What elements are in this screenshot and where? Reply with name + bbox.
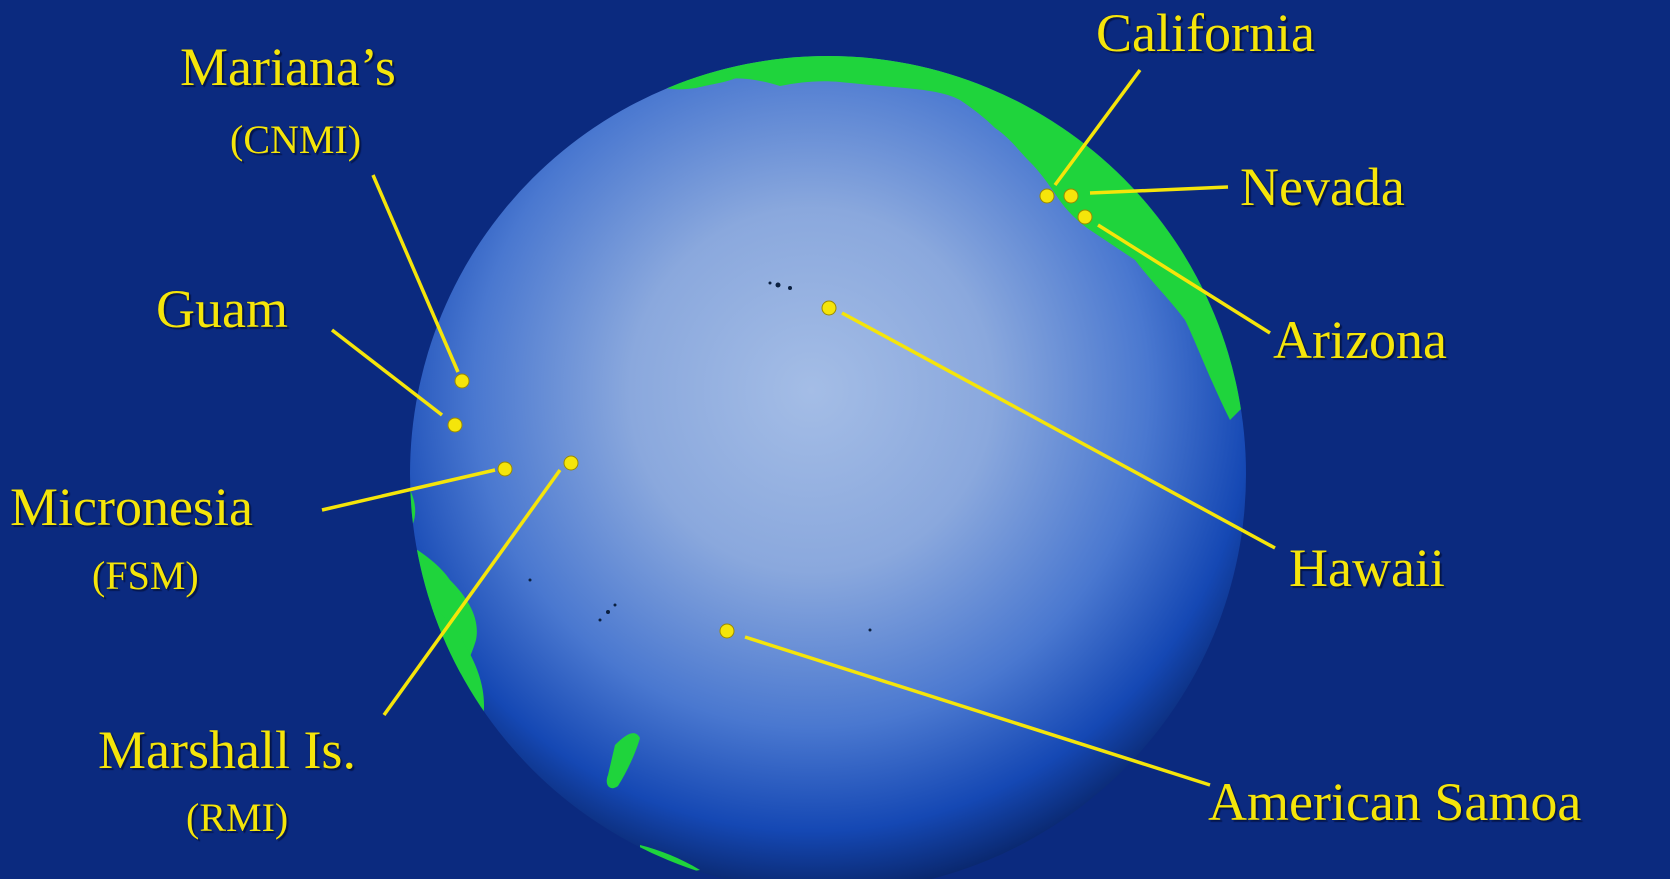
hawaii-dot	[821, 300, 837, 316]
leader-lines	[321, 68, 1276, 787]
location-dots	[447, 188, 1093, 639]
label-cnmi: (CNMI)	[230, 117, 362, 162]
micronesia-leader	[321, 468, 496, 512]
small-islands	[528, 281, 872, 632]
label-marshall: Marshall Is.	[98, 720, 356, 780]
nevada-dot	[1063, 188, 1079, 204]
label-hawaii: Hawaii	[1289, 538, 1445, 598]
american-samoa-dot	[719, 623, 735, 639]
label-fsm: (FSM)	[92, 553, 199, 598]
label-american-samoa: American Samoa	[1208, 772, 1582, 832]
arizona-dot	[1077, 209, 1093, 225]
label-guam: Guam	[156, 279, 288, 339]
arizona-leader	[1097, 223, 1271, 335]
marianas-leader	[371, 174, 460, 373]
hawaii-leader	[841, 311, 1276, 550]
label-california: California	[1096, 3, 1315, 63]
california-dot	[1039, 188, 1055, 204]
marshall-dot	[563, 455, 579, 471]
california-leader	[1053, 68, 1142, 187]
label-marianas: Mariana’s	[180, 37, 396, 97]
marianas-dot	[454, 373, 470, 389]
label-rmi: (RMI)	[186, 795, 289, 840]
label-micronesia: Micronesia	[10, 477, 253, 537]
guam-dot	[447, 417, 463, 433]
american-samoa-leader	[744, 635, 1211, 787]
micronesia-dot	[497, 461, 513, 477]
nevada-leader	[1089, 185, 1229, 195]
label-nevada: Nevada	[1240, 157, 1405, 217]
marshall-leader	[382, 468, 562, 717]
guam-leader	[330, 328, 444, 417]
new-zealand-landmass	[606, 733, 640, 789]
globe	[410, 56, 1246, 879]
label-arizona: Arizona	[1273, 310, 1447, 370]
